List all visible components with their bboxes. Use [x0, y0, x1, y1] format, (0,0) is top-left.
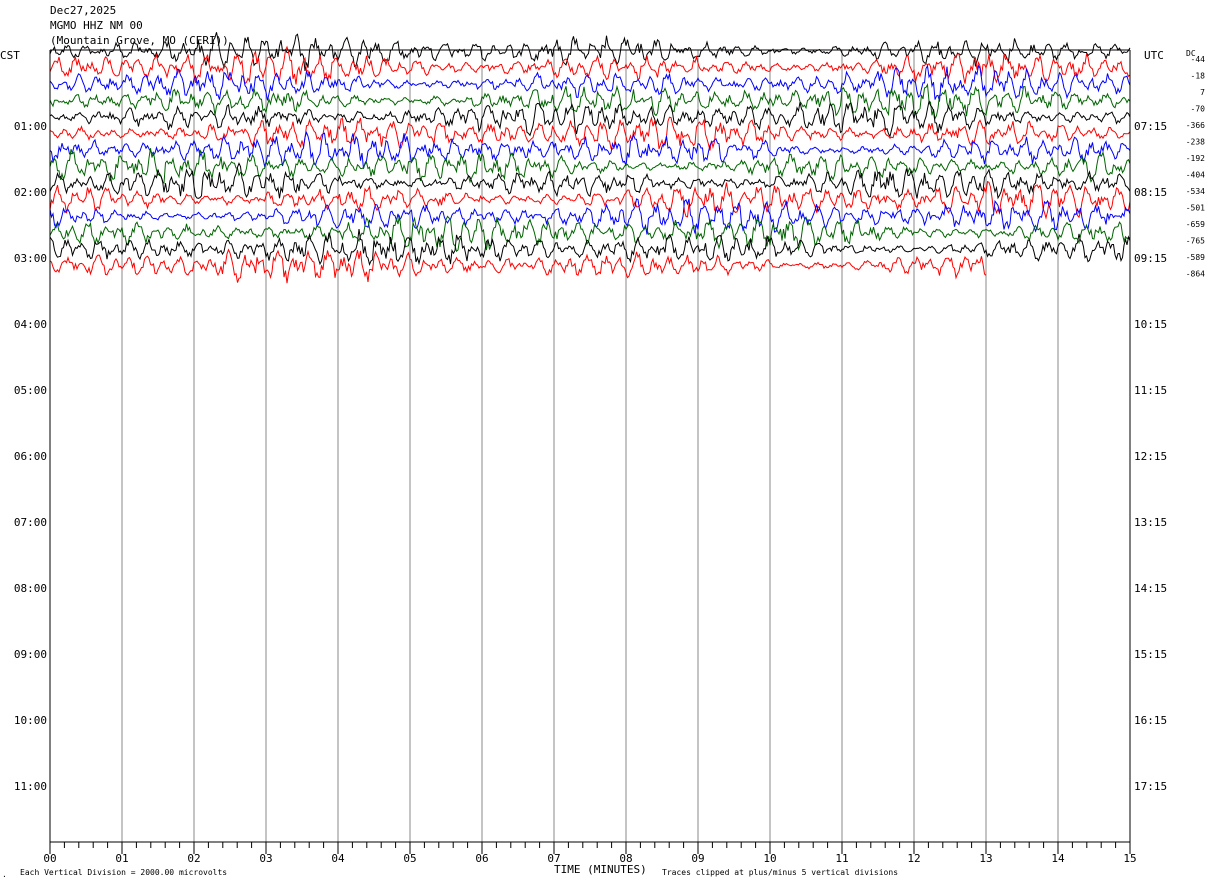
- right-hour-label: 07:15: [1134, 120, 1167, 133]
- seismic-trace: [49, 32, 1131, 71]
- left-hour-label: 09:00: [14, 648, 47, 661]
- left-hour-label: 03:00: [14, 252, 47, 265]
- x-tick-label: 12: [907, 852, 920, 865]
- axis-layer: [49, 49, 1131, 854]
- left-hour-label: 05:00: [14, 384, 47, 397]
- x-tick-label: 13: [979, 852, 992, 865]
- seismic-trace: [49, 99, 1131, 138]
- x-tick-label: 06: [475, 852, 488, 865]
- right-hour-label: 16:15: [1134, 714, 1167, 727]
- vertical-division-note: Each Vertical Division = 2000.00 microvo…: [20, 868, 228, 877]
- header-location: (Mountain Grove, MO (CERI)): [50, 34, 229, 47]
- x-tick-label: 00: [43, 852, 56, 865]
- right-hour-label: 17:15: [1134, 780, 1167, 793]
- x-tick-label: 05: [403, 852, 416, 865]
- dc-offset-label: -404: [1186, 171, 1205, 180]
- x-axis-title: TIME (MINUTES): [554, 863, 647, 876]
- x-tick-label: 10: [763, 852, 776, 865]
- dc-offset-label: -70: [1191, 105, 1206, 114]
- grid-layer: [121, 50, 1059, 842]
- header-station: MGMO HHZ NM 00: [50, 19, 143, 32]
- dc-offset-label: -238: [1186, 138, 1205, 147]
- dc-offset-label: -534: [1186, 187, 1205, 196]
- seismic-trace: [49, 131, 1131, 169]
- clip-note: Traces clipped at plus/minus 5 vertical …: [662, 868, 899, 877]
- x-tick-label: 04: [331, 852, 345, 865]
- left-hour-label: 08:00: [14, 582, 47, 595]
- x-tick-label: 15: [1123, 852, 1136, 865]
- seismic-trace: [49, 248, 987, 284]
- right-hour-label: 13:15: [1134, 516, 1167, 529]
- left-hour-label: 06:00: [14, 450, 47, 463]
- dc-offset-label: 7: [1200, 88, 1205, 97]
- left-hour-label: 07:00: [14, 516, 47, 529]
- right-hour-label: 08:15: [1134, 186, 1167, 199]
- right-hour-label: 14:15: [1134, 582, 1167, 595]
- right-hour-label: 10:15: [1134, 318, 1167, 331]
- left-hour-label: 01:00: [14, 120, 47, 133]
- seismic-trace: [49, 229, 1131, 266]
- x-tick-label: 02: [187, 852, 200, 865]
- seismic-trace: [49, 162, 1131, 200]
- dc-offset-label: -366: [1186, 121, 1205, 130]
- x-tick-label: 03: [259, 852, 272, 865]
- x-tick-label: 09: [691, 852, 704, 865]
- corner-mark: .: [2, 870, 7, 879]
- left-hour-label: 04:00: [14, 318, 47, 331]
- left-timezone-label: CST: [0, 49, 20, 62]
- seismic-trace: [49, 45, 1131, 85]
- x-tick-label: 14: [1051, 852, 1065, 865]
- seismic-trace: [49, 83, 1131, 121]
- left-hour-label: 10:00: [14, 714, 47, 727]
- dc-offset-label: -589: [1186, 253, 1205, 262]
- seismic-trace: [49, 215, 1131, 253]
- dc-offset-label: -44: [1191, 55, 1206, 64]
- dc-label: DC: [1186, 49, 1196, 58]
- seismic-trace: [49, 148, 1131, 185]
- trace-layer: [49, 32, 1131, 284]
- dc-offset-label: -501: [1186, 204, 1205, 213]
- right-hour-label: 15:15: [1134, 648, 1167, 661]
- seismic-trace: [49, 116, 1131, 151]
- seismic-trace: [49, 64, 1131, 102]
- dc-offset-label: -192: [1186, 154, 1205, 163]
- dc-offset-label: -659: [1186, 220, 1205, 229]
- dc-offset-label: -765: [1186, 237, 1205, 246]
- left-hour-label: 11:00: [14, 780, 47, 793]
- seismic-trace: [49, 198, 1131, 235]
- right-hour-label: 11:15: [1134, 384, 1167, 397]
- right-timezone-label: UTC: [1144, 49, 1164, 62]
- x-tick-label: 11: [835, 852, 848, 865]
- dc-offset-label: -864: [1186, 270, 1205, 279]
- dc-offset-label: -18: [1191, 72, 1206, 81]
- right-hour-label: 12:15: [1134, 450, 1167, 463]
- right-hour-label: 09:15: [1134, 252, 1167, 265]
- label-layer: 00 01 02 03 04 05 06 07 08 09 10 11 12 13 14 15 01:00 02:…: [14, 55, 1205, 865]
- header-date: Dec27,2025: [50, 4, 117, 17]
- left-hour-label: 02:00: [14, 186, 47, 199]
- x-tick-label: 08: [619, 852, 632, 865]
- x-tick-label: 07: [547, 852, 560, 865]
- x-tick-label: 01: [115, 852, 128, 865]
